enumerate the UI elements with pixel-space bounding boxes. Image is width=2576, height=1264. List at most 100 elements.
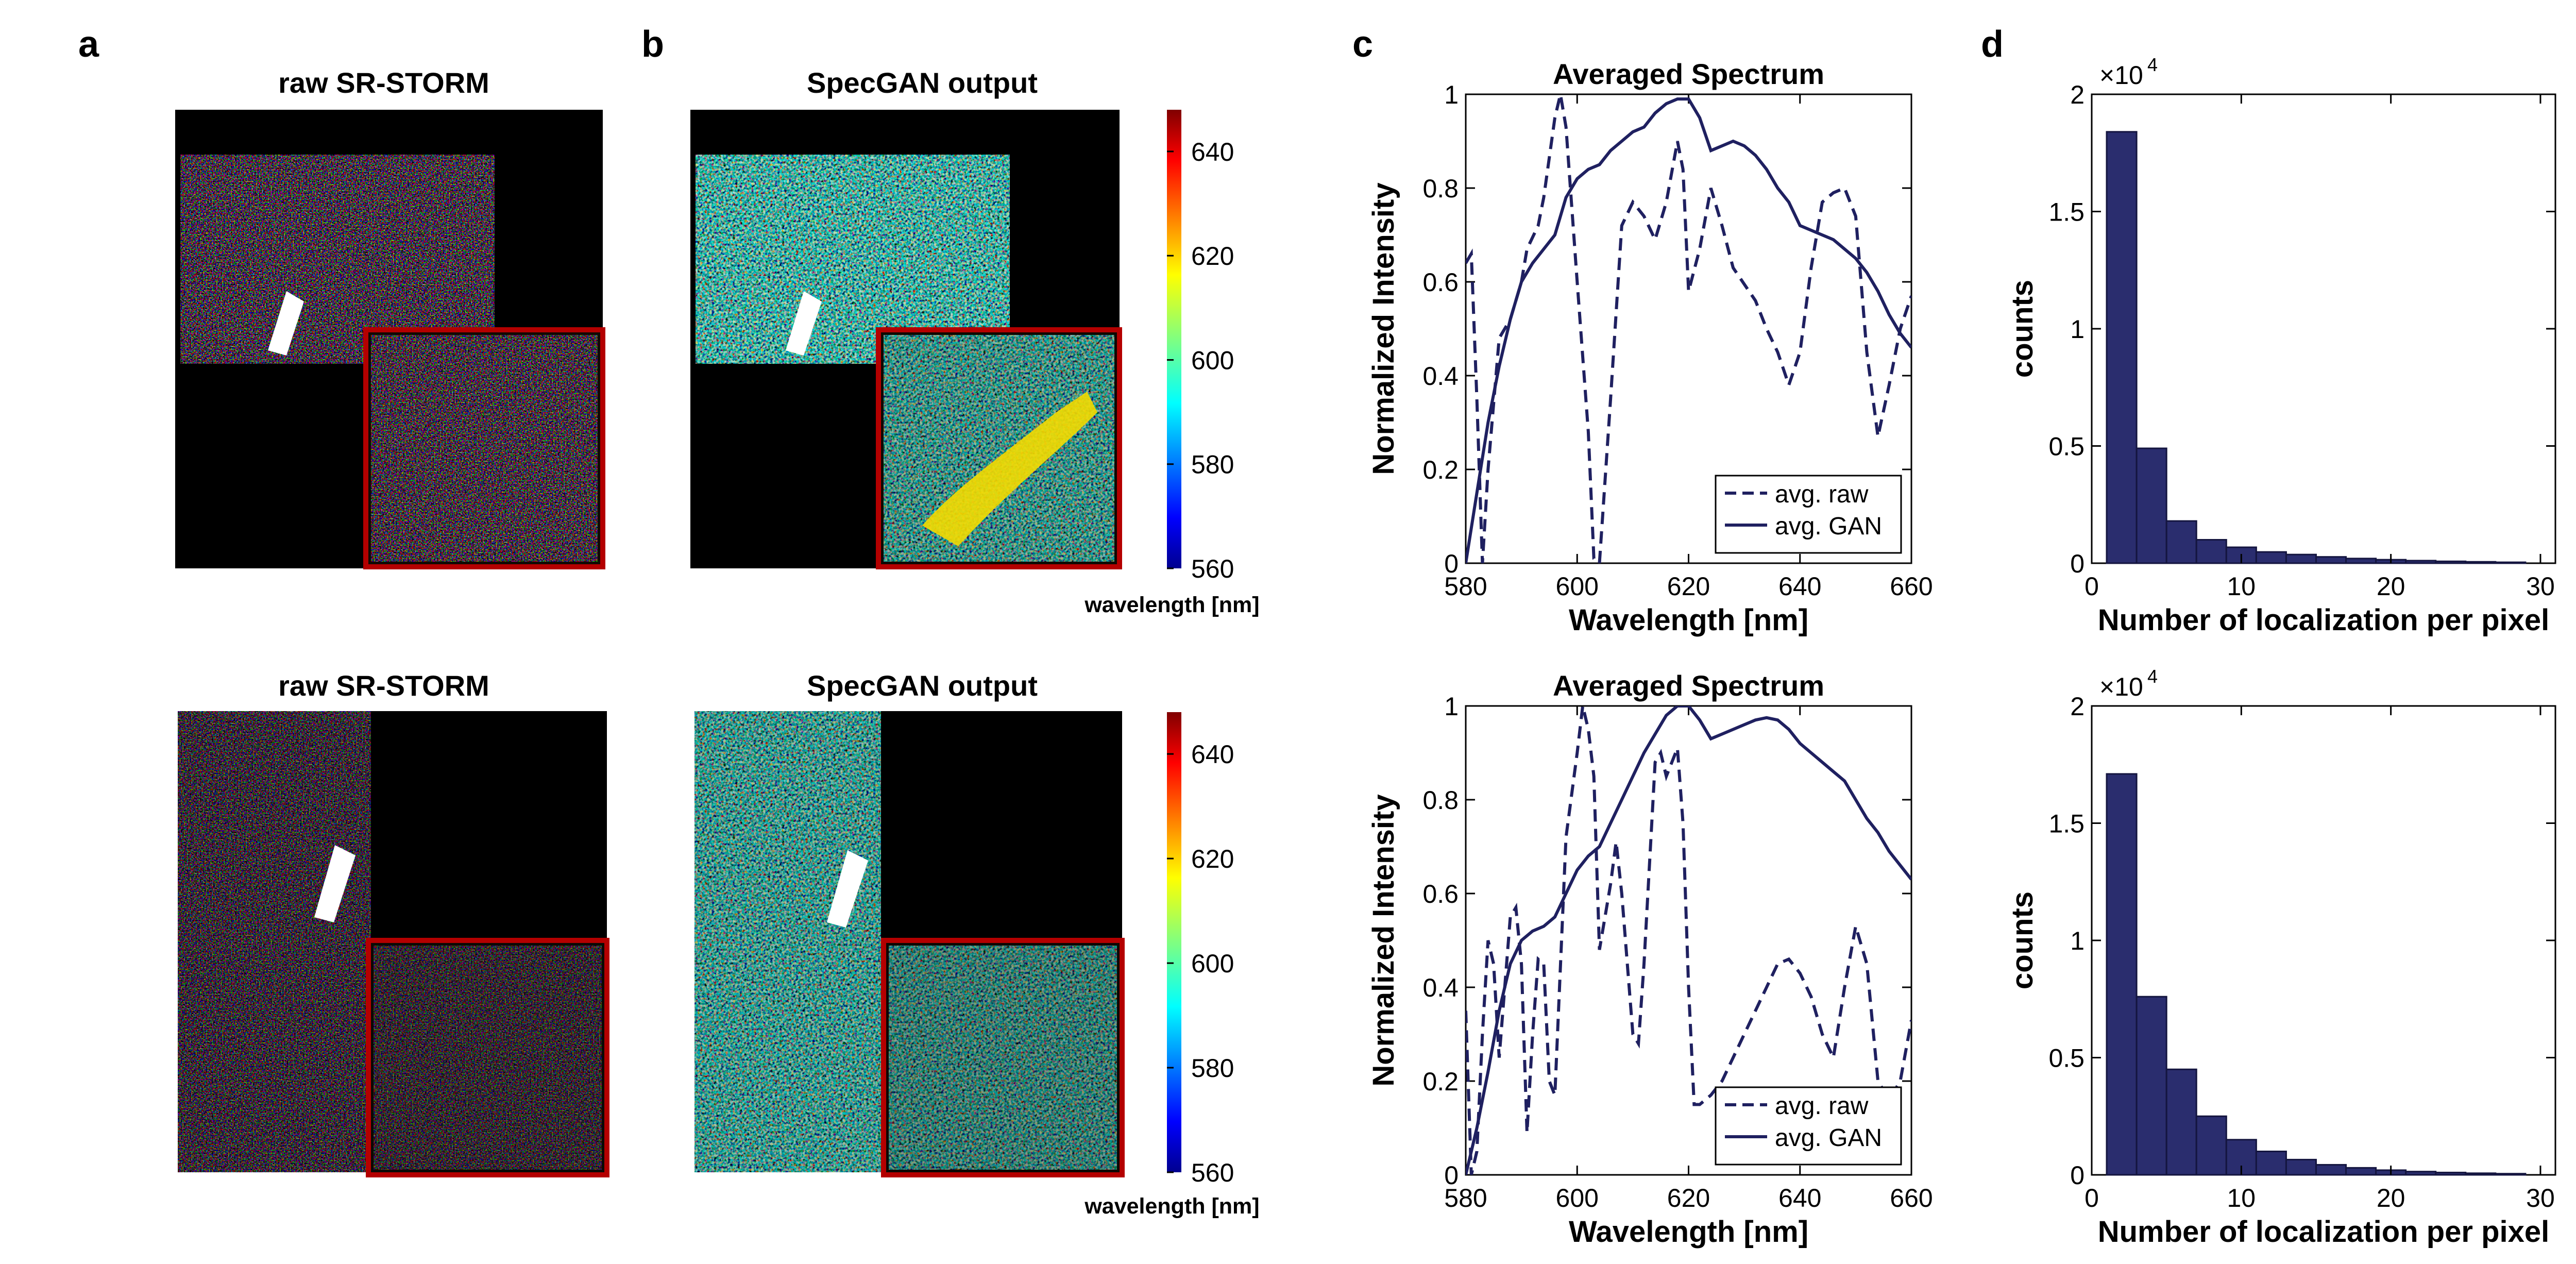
plot-title: Averaged Spectrum <box>1553 58 1824 90</box>
y-tick-label: 1 <box>1444 80 1459 109</box>
legend-box <box>1715 475 1902 554</box>
histogram-bar <box>2195 539 2227 564</box>
histogram-bar <box>2465 561 2497 564</box>
arrow-icon <box>268 291 304 356</box>
y-tick-label: 0.8 <box>1422 786 1459 815</box>
histogram-bar <box>2405 1171 2437 1176</box>
histogram-bar <box>2315 1164 2347 1176</box>
colorbar-label-top: wavelength [nm] <box>1084 593 1259 617</box>
x-tick-label: 620 <box>1667 572 1710 601</box>
x-tick-label: 660 <box>1890 572 1933 601</box>
raw-cell-structure-bottom <box>178 711 371 1172</box>
series-line-gan <box>1466 97 1911 563</box>
y-tick-label: 0.5 <box>2048 432 2084 461</box>
y-tick-label: 0.6 <box>1422 268 1459 297</box>
histogram-bar <box>2136 447 2167 564</box>
panel-letter-a: a <box>78 24 99 65</box>
colorbar-label-bottom: wavelength [nm] <box>1084 1194 1259 1219</box>
y-axis-label: counts <box>2006 280 2039 378</box>
x-tick-label: 20 <box>2377 1184 2405 1212</box>
x-axis-label: Wavelength [nm] <box>1569 603 1808 637</box>
legend-label: avg. raw <box>1775 1092 1869 1120</box>
colorbar-tick-label: 580 <box>1191 450 1234 479</box>
y-tick-label: 2 <box>2070 692 2084 721</box>
panel-letter-d: d <box>1981 24 2004 65</box>
histogram-bar <box>2106 131 2138 564</box>
series-line-gan <box>1466 706 1911 1175</box>
gan-image-title-top: SpecGAN output <box>807 66 1038 99</box>
arrow-icon <box>827 850 868 928</box>
histogram-plot-top: 0 10 20 30 0 0.5 1 1.5 2 ×10 4 Number of localizati… <box>2006 54 2556 637</box>
histogram-bar <box>2195 1115 2227 1176</box>
y-tick-label: 0 <box>2070 1161 2084 1190</box>
histogram-bar <box>2106 773 2138 1176</box>
gan-image-top <box>690 110 1122 569</box>
y-tick-label: 0.8 <box>1422 174 1459 203</box>
histogram-bar <box>2285 1158 2317 1176</box>
y-tick-label: 0.2 <box>1422 456 1459 484</box>
colorbar-tick-label: 640 <box>1191 740 1234 769</box>
legend-label: avg. raw <box>1775 481 1869 508</box>
x-tick-label: 30 <box>2526 572 2555 601</box>
series-line-raw <box>1466 706 1911 1175</box>
legend-label: avg. GAN <box>1775 513 1882 540</box>
histogram-bar <box>2495 561 2527 564</box>
histogram-bar <box>2255 1151 2287 1176</box>
colorbar-tick-label: 560 <box>1191 554 1234 583</box>
colorbar-tick-label: 640 <box>1191 138 1234 166</box>
gan-image-title-bottom: SpecGAN output <box>807 669 1038 702</box>
panel-letter-b: b <box>641 24 664 65</box>
x-axis-label: Number of localization per pixel <box>2098 1215 2550 1249</box>
x-tick-label: 600 <box>1556 572 1599 601</box>
x-tick-label: 10 <box>2227 572 2256 601</box>
x-tick-label: 580 <box>1444 1184 1487 1212</box>
x-axis-label: Wavelength [nm] <box>1569 1215 1808 1249</box>
spectrum-plot-top: Averaged Spectrum 580 600 620 640 660 0 0.2 0.4 0… <box>1367 58 1933 637</box>
arrow-icon <box>786 291 822 356</box>
colorbar-tick-label: 620 <box>1191 242 1234 271</box>
x-tick-label: 30 <box>2526 1184 2555 1212</box>
histogram-bar <box>2345 558 2377 564</box>
y-tick-label: 0.6 <box>1422 880 1459 908</box>
histogram-bar <box>2285 553 2317 564</box>
histogram-bar <box>2255 551 2287 564</box>
x-tick-label: 640 <box>1778 1184 1821 1212</box>
y-tick-label: 1 <box>2070 926 2084 955</box>
y-axis-label: Normalized Intensity <box>1367 794 1400 1086</box>
y-tick-label: 1 <box>2070 315 2084 344</box>
x-tick-label: 660 <box>1890 1184 1933 1212</box>
legend-label: avg. GAN <box>1775 1124 1882 1152</box>
y-tick-label: 0 <box>1444 1161 1459 1190</box>
y-tick-label: 0.2 <box>1422 1067 1459 1096</box>
plot-title: Averaged Spectrum <box>1553 669 1824 702</box>
y-tick-label: 0.4 <box>1422 362 1459 391</box>
x-tick-label: 0 <box>2084 1184 2099 1212</box>
x-tick-label: 0 <box>2084 572 2099 601</box>
y-tick-label: 0 <box>1444 549 1459 578</box>
histogram-bar <box>2165 520 2197 564</box>
colorbar-tick-label: 620 <box>1191 845 1234 873</box>
x-tick-label: 20 <box>2377 572 2405 601</box>
y-tick-label: 1.5 <box>2048 810 2084 838</box>
raw-image-top <box>175 110 605 569</box>
x-tick-label: 600 <box>1556 1184 1599 1212</box>
raw-image-title-bottom: raw SR-STORM <box>278 669 489 702</box>
raw-image-bottom <box>178 711 609 1177</box>
y-tick-label: 0 <box>2070 549 2084 578</box>
axis-exponent-label: ×10 <box>2099 61 2143 90</box>
x-tick-label: 620 <box>1667 1184 1710 1212</box>
colorbar-tick-label: 600 <box>1191 346 1234 375</box>
histogram-plot-bottom: 0 10 20 30 0 0.5 1 1.5 2 ×10 4 Number of localizati… <box>2006 666 2556 1249</box>
histogram-bar <box>2435 1171 2467 1176</box>
gan-image-bottom <box>694 711 1125 1177</box>
histogram-bar <box>2495 1173 2527 1176</box>
colorbar-tick-label: 600 <box>1191 949 1234 978</box>
x-tick-label: 10 <box>2227 1184 2256 1212</box>
x-tick-label: 580 <box>1444 572 1487 601</box>
y-axis-label: Normalized Intensity <box>1367 182 1400 475</box>
panel-letter-c: c <box>1352 24 1373 65</box>
colorbar-top: 560 580 600 620 640 <box>1167 110 1234 583</box>
y-axis-label: counts <box>2006 891 2039 989</box>
histogram-bar <box>2165 1068 2197 1176</box>
